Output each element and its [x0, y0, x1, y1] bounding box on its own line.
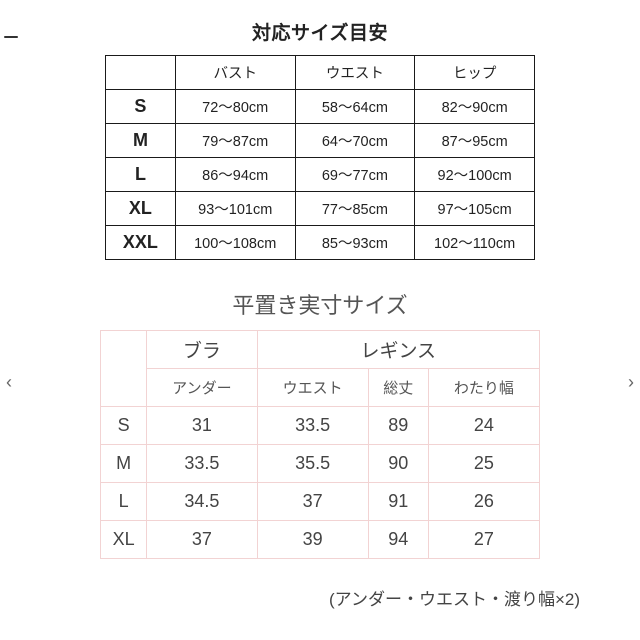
size-label: XL — [101, 521, 147, 559]
table2-group-leggings: レギンス — [257, 331, 540, 369]
table2-group-bra: ブラ — [147, 331, 257, 369]
cell: 34.5 — [147, 483, 257, 521]
cell: 37 — [147, 521, 257, 559]
table-row: XL 37 39 94 27 — [101, 521, 540, 559]
cell: 93～101cm — [175, 192, 295, 226]
table1-col-waist: ウエスト — [295, 56, 415, 90]
table-row: M 33.5 35.5 90 25 — [101, 445, 540, 483]
table-row: XXL 100～108cm 85～93cm 102～110cm — [106, 226, 535, 260]
cell: 87～95cm — [415, 124, 535, 158]
size-label: M — [106, 124, 176, 158]
size-label: L — [101, 483, 147, 521]
size-label: M — [101, 445, 147, 483]
cell: 86～94cm — [175, 158, 295, 192]
cell: 97～105cm — [415, 192, 535, 226]
chevron-left-icon[interactable]: ‹ — [6, 372, 12, 393]
table1-header-row: バスト ウエスト ヒップ — [106, 56, 535, 90]
table1-corner — [106, 56, 176, 90]
chevron-right-icon[interactable]: › — [628, 372, 634, 393]
size-label: S — [106, 90, 176, 124]
cell: 94 — [368, 521, 428, 559]
table-row: L 34.5 37 91 26 — [101, 483, 540, 521]
cell: 27 — [428, 521, 539, 559]
cell: 72～80cm — [175, 90, 295, 124]
table2-sub-waist: ウエスト — [257, 369, 368, 407]
cell: 77～85cm — [295, 192, 415, 226]
cell: 79～87cm — [175, 124, 295, 158]
table2-corner — [101, 331, 147, 407]
cell: 90 — [368, 445, 428, 483]
cell: 25 — [428, 445, 539, 483]
cell: 92～100cm — [415, 158, 535, 192]
table1-col-hip: ヒップ — [415, 56, 535, 90]
cell: 69～77cm — [295, 158, 415, 192]
cell: 24 — [428, 407, 539, 445]
table2-group-header-row: ブラ レギンス — [101, 331, 540, 369]
table1-title: 対応サイズ目安 — [0, 18, 640, 45]
table-row: M 79～87cm 64～70cm 87～95cm — [106, 124, 535, 158]
flat-measurement-table: ブラ レギンス アンダー ウエスト 総丈 わたり幅 S 31 33.5 89 2… — [100, 330, 540, 559]
table-row: XL 93～101cm 77～85cm 97～105cm — [106, 192, 535, 226]
table-row: L 86～94cm 69～77cm 92～100cm — [106, 158, 535, 192]
cell: 37 — [257, 483, 368, 521]
cell: 33.5 — [257, 407, 368, 445]
cell: 89 — [368, 407, 428, 445]
measurement-note: (アンダー・ウエスト・渡り幅×2) — [0, 585, 580, 610]
cell: 26 — [428, 483, 539, 521]
size-label: XL — [106, 192, 176, 226]
cell: 85～93cm — [295, 226, 415, 260]
table-row: S 72～80cm 58～64cm 82～90cm — [106, 90, 535, 124]
cell: 39 — [257, 521, 368, 559]
cell: 64～70cm — [295, 124, 415, 158]
table2-sub-under: アンダー — [147, 369, 257, 407]
cell: 82～90cm — [415, 90, 535, 124]
size-label: L — [106, 158, 176, 192]
size-guide-table: バスト ウエスト ヒップ S 72～80cm 58～64cm 82～90cm M… — [105, 55, 535, 260]
cell: 100～108cm — [175, 226, 295, 260]
decorative-dash — [4, 36, 18, 38]
table2-sub-length: 総丈 — [368, 369, 428, 407]
table1-col-bust: バスト — [175, 56, 295, 90]
cell: 31 — [147, 407, 257, 445]
cell: 91 — [368, 483, 428, 521]
table2-sub-thigh: わたり幅 — [428, 369, 539, 407]
cell: 102～110cm — [415, 226, 535, 260]
size-label: XXL — [106, 226, 176, 260]
table-row: S 31 33.5 89 24 — [101, 407, 540, 445]
cell: 33.5 — [147, 445, 257, 483]
cell: 58～64cm — [295, 90, 415, 124]
table2-sub-header-row: アンダー ウエスト 総丈 わたり幅 — [101, 369, 540, 407]
cell: 35.5 — [257, 445, 368, 483]
table2-title: 平置き実寸サイズ — [0, 288, 640, 320]
size-label: S — [101, 407, 147, 445]
